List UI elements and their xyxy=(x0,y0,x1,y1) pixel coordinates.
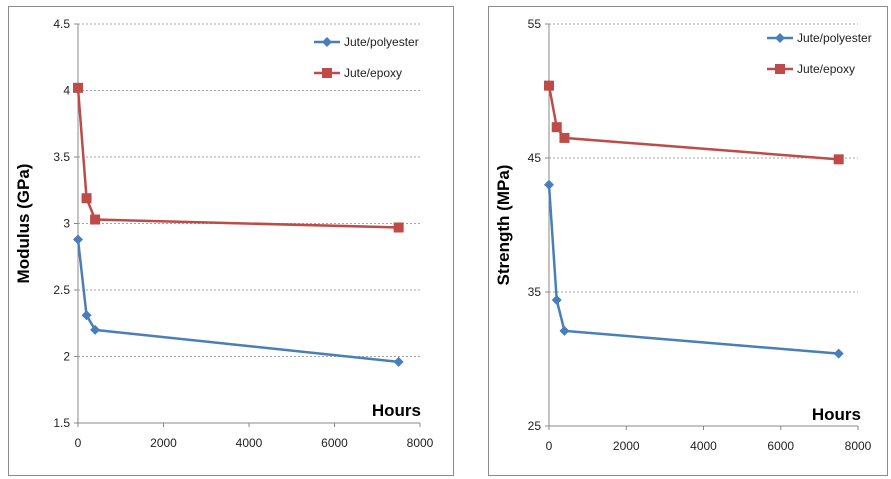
strength-y-tick-label: 25 xyxy=(528,419,542,433)
modulus-x-tick-label: 0 xyxy=(75,436,82,450)
strength-x-tick-label: 4000 xyxy=(690,439,717,453)
modulus-y-tick-label: 3 xyxy=(63,217,70,231)
modulus-y-tick-label: 1.5 xyxy=(53,416,70,430)
modulus-y-tick-label: 4 xyxy=(63,84,70,98)
modulus-y-tick-label: 3.5 xyxy=(53,150,70,164)
modulus-polyester-point xyxy=(90,324,101,335)
strength-epoxy-point xyxy=(833,154,844,165)
modulus-epoxy-point xyxy=(81,193,92,204)
modulus-epoxy-point xyxy=(393,222,404,233)
modulus-series-epoxy xyxy=(73,82,404,233)
strength-legend-polyester-label: Jute/polyester xyxy=(797,31,872,45)
modulus-legend-polyester-label: Jute/polyester xyxy=(344,35,419,49)
modulus-polyester-point xyxy=(81,310,92,321)
strength-legend-polyester-marker xyxy=(775,33,785,43)
strength-series-epoxy xyxy=(544,80,844,165)
strength-legend-epoxy-label: Jute/epoxy xyxy=(797,62,855,76)
modulus-y-axis-label: Modulus (GPa) xyxy=(14,164,33,284)
modulus-epoxy-point xyxy=(90,214,101,225)
modulus-x-tick-label: 4000 xyxy=(236,436,263,450)
modulus-series-polyester xyxy=(73,234,404,367)
modulus-chart: 1.5 2 2.5 3 3.5 4 4.5 0 2000 4000 6000 8000 Modulus … xyxy=(14,17,434,450)
strength-polyester-line xyxy=(547,184,839,355)
modulus-x-tick-label: 8000 xyxy=(407,436,434,450)
modulus-chart-panel: 1.5 2 2.5 3 3.5 4 4.5 0 2000 4000 6000 8000 Modulus … xyxy=(8,6,454,476)
strength-legend-epoxy: Jute/epoxy xyxy=(767,62,855,76)
strength-chart-panel: 25 35 45 55 0 2000 4000 6000 8000 Strength (MPa) H… xyxy=(488,6,888,476)
strength-epoxy-point xyxy=(544,80,554,91)
modulus-polyester-point xyxy=(73,234,83,245)
strength-x-tick-label: 6000 xyxy=(767,439,794,453)
strength-y-tick-label: 35 xyxy=(528,285,542,299)
modulus-y-tick-label: 2 xyxy=(63,350,70,364)
strength-series-polyester xyxy=(544,179,844,359)
modulus-legend-epoxy-marker xyxy=(322,68,332,78)
modulus-x-tick-label: 2000 xyxy=(150,436,177,450)
modulus-epoxy-point xyxy=(73,82,83,93)
strength-y-tick-label: 45 xyxy=(528,151,542,165)
strength-legend-epoxy-marker xyxy=(775,64,785,74)
strength-x-axis-label: Hours xyxy=(812,405,861,424)
modulus-polyester-point xyxy=(393,356,404,367)
modulus-legend-polyester-marker xyxy=(322,37,332,47)
modulus-legend-epoxy: Jute/epoxy xyxy=(314,66,402,80)
strength-epoxy-point xyxy=(551,122,562,133)
strength-x-tick-label: 0 xyxy=(546,439,553,453)
strength-chart: 25 35 45 55 0 2000 4000 6000 8000 Strength (MPa) H… xyxy=(494,17,872,453)
strength-polyester-point xyxy=(544,179,554,190)
modulus-legend-polyester: Jute/polyester xyxy=(314,35,419,49)
modulus-legend-epoxy-label: Jute/epoxy xyxy=(344,66,402,80)
strength-polyester-point xyxy=(551,295,562,306)
strength-y-tick-label: 55 xyxy=(528,17,542,31)
strength-x-tick-label: 2000 xyxy=(613,439,640,453)
modulus-polyester-line xyxy=(76,239,399,364)
modulus-y-tick-label: 4.5 xyxy=(53,17,70,31)
strength-legend-polyester: Jute/polyester xyxy=(767,31,872,45)
strength-polyester-point xyxy=(559,325,570,336)
strength-x-tick-label: 8000 xyxy=(845,439,872,453)
modulus-y-tick-label: 2.5 xyxy=(53,283,70,297)
strength-y-axis-label: Strength (MPa) xyxy=(494,165,513,286)
modulus-x-tick-label: 6000 xyxy=(321,436,348,450)
strength-polyester-point xyxy=(833,348,844,359)
modulus-epoxy-line xyxy=(76,87,399,229)
strength-epoxy-line xyxy=(547,85,839,161)
strength-epoxy-point xyxy=(559,132,570,143)
modulus-x-axis-label: Hours xyxy=(372,401,421,420)
